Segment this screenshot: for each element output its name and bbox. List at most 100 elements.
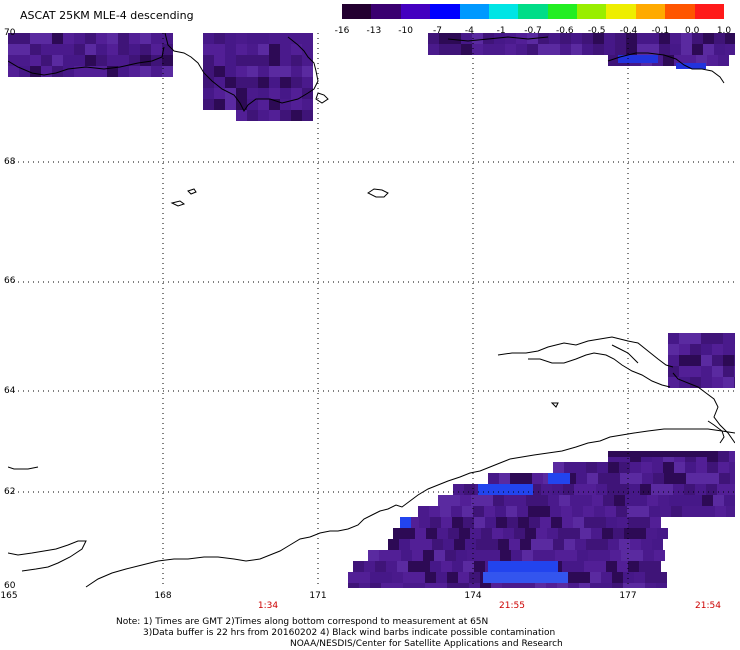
wind-cell	[679, 333, 690, 344]
wind-cell	[458, 572, 469, 583]
wind-cell	[85, 55, 96, 66]
wind-cell	[408, 517, 419, 528]
wind-cell	[566, 550, 577, 561]
wind-cell	[302, 77, 313, 88]
wind-cell	[449, 495, 460, 506]
wind-cell	[537, 495, 548, 506]
wind-cell	[247, 44, 258, 55]
wind-cell	[707, 462, 718, 473]
wind-cell	[564, 539, 575, 550]
wind-cell	[459, 528, 470, 539]
wind-cell	[489, 550, 500, 561]
wind-cell	[728, 484, 735, 495]
wind-cell	[581, 495, 592, 506]
note-line-2: 3)Data buffer is 22 hrs from 20160202 4)…	[143, 628, 556, 638]
wind-cell	[573, 561, 584, 572]
data-swaths	[8, 33, 735, 588]
wind-cell	[41, 55, 52, 66]
wind-cell	[353, 561, 364, 572]
wind-cell	[214, 33, 225, 44]
wind-cell	[613, 528, 624, 539]
wind-cell	[494, 44, 505, 55]
wind-cell	[400, 517, 411, 528]
wind-cell	[439, 44, 450, 55]
wind-cell	[646, 528, 657, 539]
colorbar-tick-label: -0.5	[587, 26, 606, 36]
wind-cell	[659, 44, 670, 55]
wind-cell	[623, 572, 634, 583]
wind-cell	[701, 377, 712, 388]
colorbar-tick-label: -13	[366, 26, 382, 36]
wind-cell	[140, 55, 151, 66]
wind-cell	[63, 55, 74, 66]
wind-cell	[569, 528, 580, 539]
wind-cell	[426, 528, 437, 539]
wind-cell	[626, 33, 637, 44]
wind-cell	[594, 506, 605, 517]
wind-cell	[593, 33, 604, 44]
wind-cell	[674, 462, 685, 473]
wind-cell	[19, 44, 30, 55]
wind-cell	[654, 550, 665, 561]
lat-label-64: 64	[4, 386, 16, 396]
wind-cell	[375, 561, 386, 572]
wind-cell	[723, 355, 734, 366]
wind-cell	[723, 366, 734, 377]
wind-cell	[348, 583, 359, 588]
wind-cell	[641, 462, 652, 473]
wind-cell	[478, 550, 489, 561]
wind-cell	[656, 572, 667, 583]
wind-cell	[203, 44, 214, 55]
wind-cell	[63, 44, 74, 55]
wind-cell	[616, 506, 627, 517]
wind-cell	[645, 572, 656, 583]
wind-cell	[430, 561, 441, 572]
wind-cell	[302, 66, 313, 77]
wind-cell	[650, 561, 661, 572]
wind-cell	[96, 55, 107, 66]
wind-cell	[535, 583, 546, 588]
wind-cell	[450, 33, 461, 44]
colorbar-segment	[635, 4, 666, 19]
wind-cell	[608, 539, 619, 550]
wind-cell	[414, 572, 425, 583]
wind-cell	[584, 517, 595, 528]
wind-cell	[568, 572, 579, 583]
wind-cell	[487, 539, 498, 550]
wind-cell	[401, 550, 412, 561]
wind-cell	[460, 495, 471, 506]
wind-cell	[591, 528, 602, 539]
wind-cell	[690, 333, 701, 344]
wind-cell	[518, 517, 529, 528]
wind-cell	[151, 55, 162, 66]
wind-cell	[225, 44, 236, 55]
wind-cell	[615, 33, 626, 44]
wind-cell	[588, 550, 599, 561]
colorbar-segment	[459, 4, 489, 19]
wind-cell	[695, 484, 706, 495]
wind-cell	[8, 55, 19, 66]
wind-cell	[670, 44, 681, 55]
lat-lon-grid	[8, 33, 735, 588]
wind-cell	[703, 33, 714, 44]
wind-cell	[730, 473, 735, 484]
wind-cell	[690, 366, 701, 377]
wind-cell	[647, 495, 658, 506]
wind-cell	[725, 44, 735, 55]
wind-cell	[280, 110, 291, 121]
wind-cell	[403, 572, 414, 583]
wind-cell	[595, 561, 606, 572]
wind-cell	[617, 517, 628, 528]
wind-cell	[428, 44, 439, 55]
wind-cell	[481, 528, 492, 539]
wind-cell	[302, 33, 313, 44]
colorbar-segment	[430, 4, 460, 19]
wind-cell	[107, 66, 118, 77]
wind-cell	[447, 572, 458, 583]
colorbar-tick-label: -0.6	[556, 26, 574, 36]
wind-cell	[247, 33, 258, 44]
wind-cell	[476, 539, 487, 550]
wind-cell	[548, 473, 570, 484]
wind-cell	[619, 539, 630, 550]
wind-cell	[555, 550, 566, 561]
